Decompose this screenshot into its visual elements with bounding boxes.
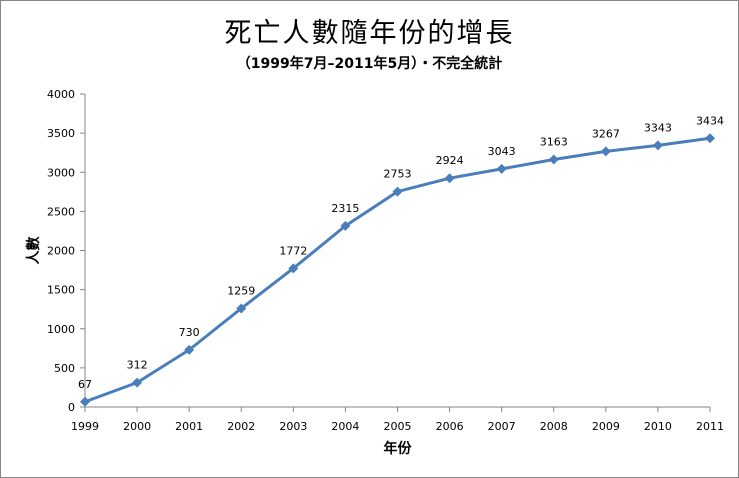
data-label: 312 bbox=[127, 359, 148, 372]
x-tick-label: 2003 bbox=[279, 420, 307, 433]
x-tick-label: 2007 bbox=[488, 420, 516, 433]
y-axis-title: 人數 bbox=[25, 237, 42, 265]
y-tick-label: 3500 bbox=[47, 127, 75, 140]
x-tick-label: 2002 bbox=[227, 420, 255, 433]
y-tick-label: 2000 bbox=[47, 245, 75, 258]
x-tick-label: 2009 bbox=[592, 420, 620, 433]
data-label: 1259 bbox=[227, 284, 255, 297]
data-point-marker bbox=[444, 173, 455, 184]
y-tick-label: 0 bbox=[68, 401, 75, 414]
data-point-marker bbox=[392, 186, 403, 197]
y-tick-label: 1000 bbox=[47, 323, 75, 336]
data-label: 1772 bbox=[279, 244, 307, 257]
x-tick-label: 1999 bbox=[71, 420, 99, 433]
data-label: 2753 bbox=[384, 168, 412, 181]
x-tick-label: 2008 bbox=[540, 420, 568, 433]
data-point-marker bbox=[184, 344, 195, 355]
data-label: 2315 bbox=[331, 202, 359, 215]
x-axis-title: 年份 bbox=[384, 440, 413, 457]
y-tick-label: 2500 bbox=[47, 205, 75, 218]
data-point-marker bbox=[236, 303, 247, 314]
data-point-marker bbox=[705, 133, 715, 144]
data-point-marker bbox=[288, 263, 299, 274]
data-point-marker bbox=[340, 220, 351, 231]
data-point-marker bbox=[132, 377, 143, 388]
data-point-marker bbox=[496, 163, 507, 174]
data-point-marker bbox=[80, 396, 90, 407]
y-tick-label: 500 bbox=[54, 362, 75, 375]
x-tick-label: 2000 bbox=[123, 420, 151, 433]
data-label: 3043 bbox=[488, 145, 516, 158]
data-label: 730 bbox=[179, 326, 200, 339]
x-tick-label: 2001 bbox=[175, 420, 203, 433]
data-label: 3343 bbox=[644, 121, 672, 134]
y-tick-label: 1500 bbox=[47, 284, 75, 297]
data-point-marker bbox=[548, 154, 559, 165]
chart-title: 死亡人數隨年份的增長 bbox=[224, 18, 515, 49]
x-tick-label: 2004 bbox=[331, 420, 359, 433]
x-tick-label: 2011 bbox=[696, 420, 724, 433]
data-label: 67 bbox=[78, 378, 92, 391]
data-label: 3434 bbox=[696, 114, 724, 127]
data-label: 3163 bbox=[540, 135, 568, 148]
y-tick-label: 3000 bbox=[47, 166, 75, 179]
data-label: 2924 bbox=[436, 154, 464, 167]
y-tick-label: 4000 bbox=[47, 88, 75, 101]
x-tick-label: 2010 bbox=[644, 420, 672, 433]
data-label: 3267 bbox=[592, 127, 620, 140]
x-tick-label: 2005 bbox=[384, 420, 412, 433]
data-point-marker bbox=[600, 146, 611, 157]
data-point-marker bbox=[652, 140, 663, 151]
chart-subtitle: （1999年7月–2011年5月）・不完全統計 bbox=[236, 56, 503, 72]
x-tick-label: 2006 bbox=[436, 420, 464, 433]
